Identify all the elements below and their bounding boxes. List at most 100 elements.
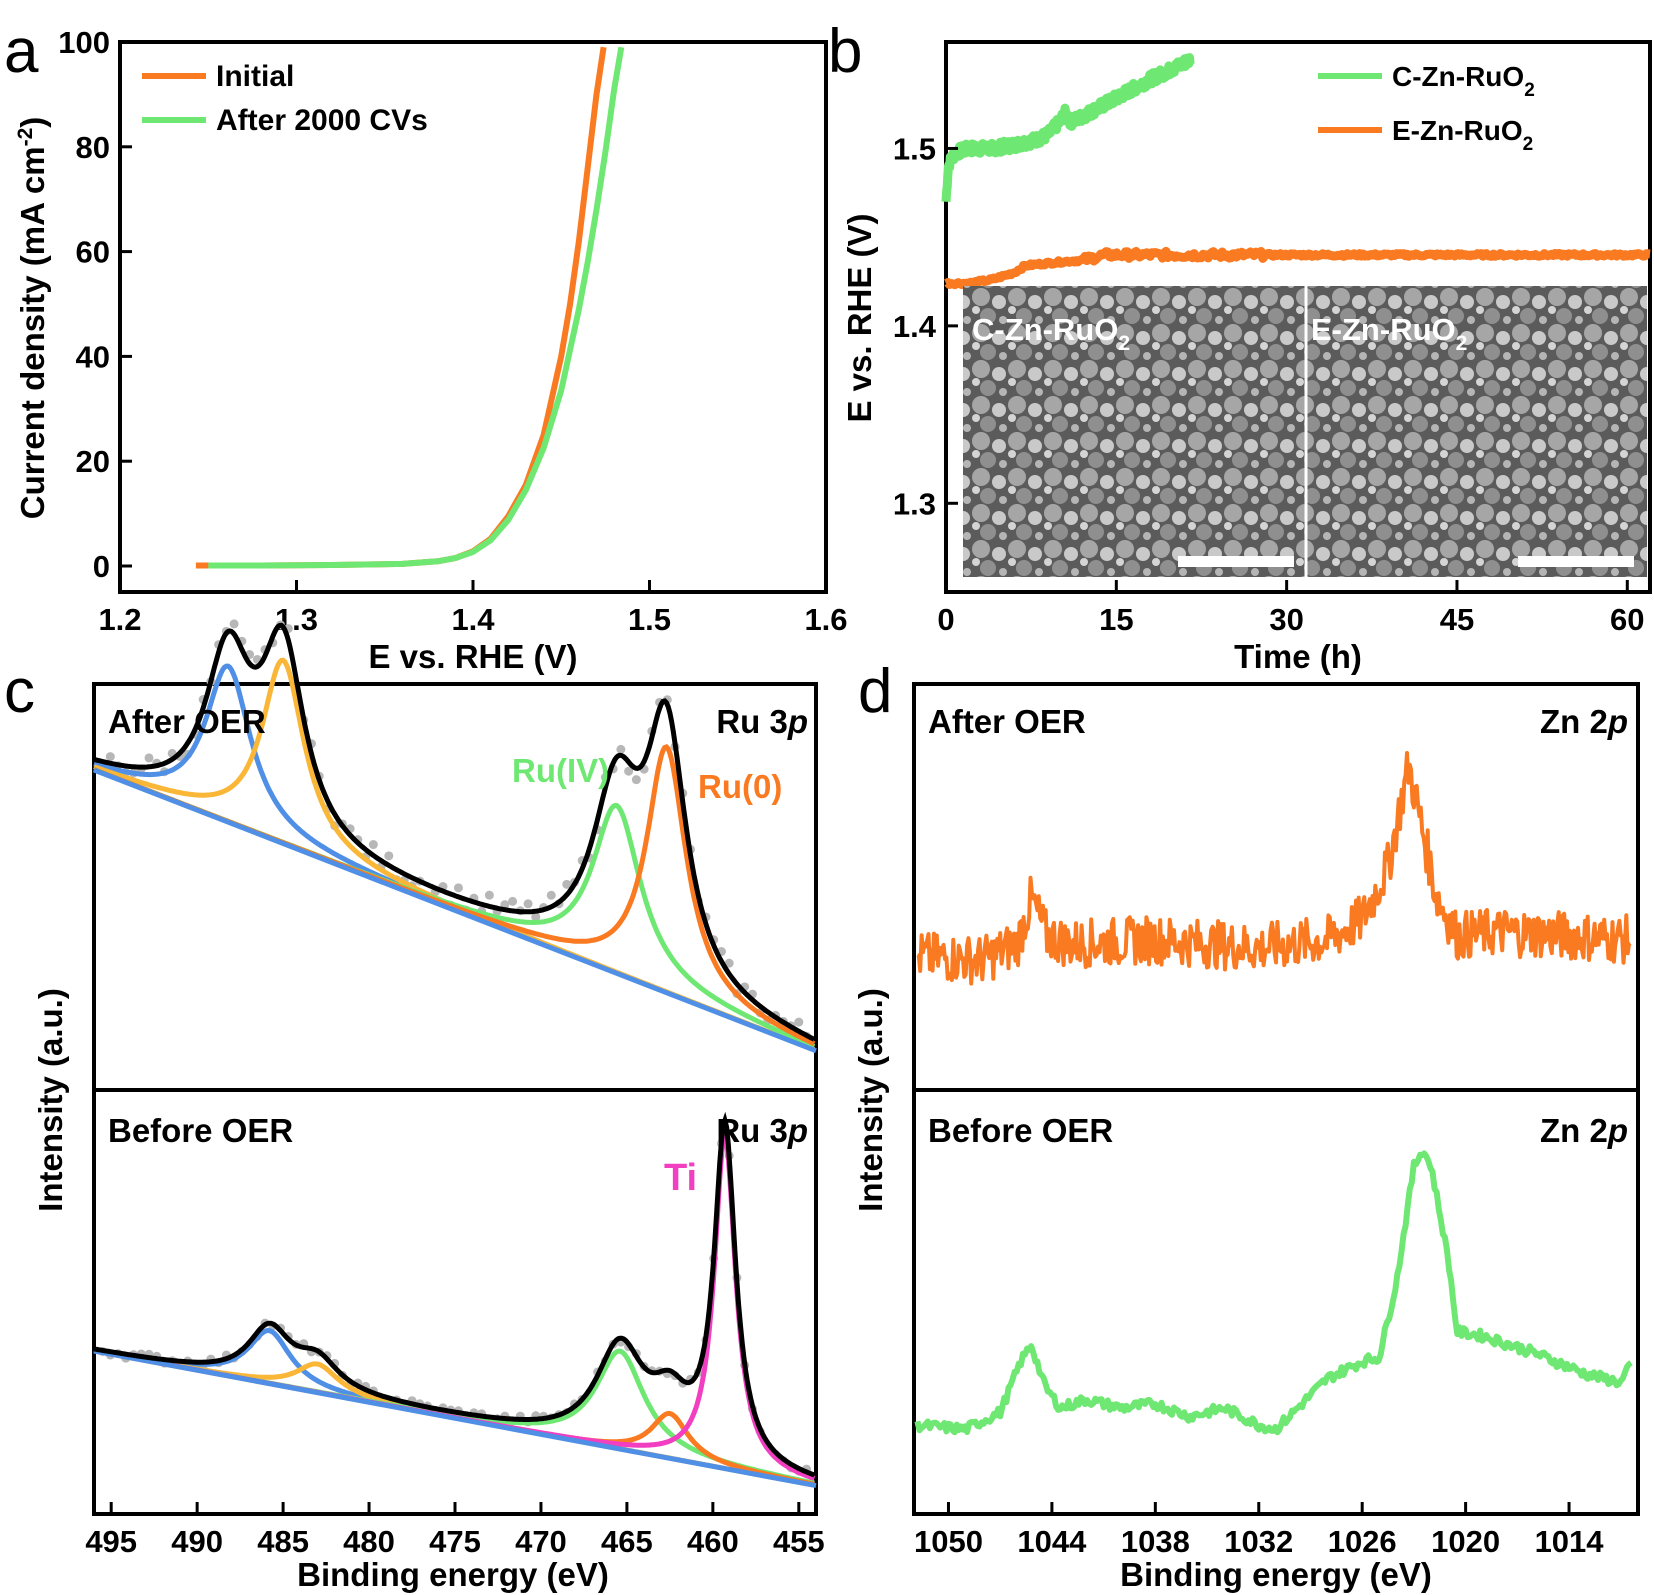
panel-a-ylabel: Current density (mA cm-2) [14, 117, 51, 520]
raw-data-point [794, 1017, 804, 1027]
panel-a-xtick-label: 1.5 [628, 602, 671, 637]
fit-component-ti-2s [93, 1124, 816, 1481]
series-e-zn-ruo2-line [943, 246, 1653, 290]
panel-d-xtick-label: 1044 [1017, 1524, 1087, 1559]
panel-c-before-raw-points [98, 1139, 812, 1476]
panel-c-after-oer-label: After OER [108, 703, 266, 740]
raw-data-point [144, 753, 154, 763]
panel-d: 1050 1044 1038 1032 1026 1020 1014 After OER Z… [852, 657, 1640, 1593]
panel-c-xtick-label: 455 [773, 1524, 825, 1559]
sem-inset: C-Zn-RuO2 E-Zn-RuO2 [963, 286, 1647, 577]
panel-a-xtick-label: 1.3 [275, 602, 318, 637]
panel-d-after-oer-spectrum [916, 751, 1632, 986]
panel-b-ylabel: E vs. RHE (V) [841, 213, 878, 422]
panel-d-xtick-label: 1026 [1328, 1524, 1397, 1559]
panel-d-series [914, 751, 1633, 1436]
panel-b-xlabel: Time (h) [1234, 638, 1362, 675]
panel-c-after-envelope [93, 622, 816, 1042]
panel-c-xtick-label: 470 [515, 1524, 567, 1559]
panel-c-before-oer-label: Before OER [108, 1112, 293, 1149]
panel-b-xtick-label: 45 [1440, 602, 1474, 637]
panel-b-xtick-label: 0 [937, 602, 954, 637]
series-after-2000-cvs-line [208, 46, 625, 569]
panel-a-ylabel-main: Current density (mA cm [14, 146, 51, 519]
raw-data-point [624, 766, 634, 776]
panel-c-letter: c [4, 657, 35, 726]
panel-d-frame [912, 682, 1640, 1516]
legend-initial-label: Initial [216, 60, 294, 93]
panel-c-xtick-label: 465 [601, 1524, 653, 1559]
panel-c-after-region: Ru 3p [716, 703, 808, 740]
annotation-ru-0: Ru(0) [698, 768, 782, 805]
panel-b-series [941, 53, 1653, 290]
panel-d-after-region: Zn 2p [1540, 703, 1628, 740]
series-c-zn-ruo2-line [941, 53, 1195, 203]
panel-b: C-Zn-RuO2 E-Zn-RuO2 0 15 30 45 60 1.3 1.4 1.5 C… [828, 17, 1653, 675]
panel-a-ylabel-end: ) [14, 117, 51, 128]
legend-after-cvs-label: After 2000 CVs [216, 104, 428, 137]
panel-d-ylabel: Intensity (a.u.) [852, 988, 889, 1212]
panel-d-xtick-label: 1032 [1224, 1524, 1293, 1559]
panel-d-xtick-label: 1014 [1535, 1524, 1605, 1559]
panel-a-ylabel-sup: -2 [14, 128, 37, 147]
panel-d-after-oer-label: After OER [928, 703, 1086, 740]
sem-image-e-zn-ruo2 [1307, 286, 1647, 577]
panel-c-ticks: 495 490 485 480 475 470 465 460 455 [85, 1502, 825, 1559]
panel-c-series [93, 619, 817, 1489]
raw-data-point [523, 899, 533, 909]
panel-a-ytick-label: 80 [76, 130, 110, 165]
panel-c-frame [92, 682, 818, 1516]
raw-data-point [105, 752, 115, 762]
inset-label-c-zn-ruo2: C-Zn-RuO2 [972, 312, 1130, 355]
raw-data-point [616, 744, 626, 754]
panel-d-xtick-label: 1020 [1431, 1524, 1500, 1559]
panel-d-xtick-label: 1038 [1121, 1524, 1190, 1559]
panel-d-xlabel: Binding energy (eV) [1120, 1556, 1432, 1593]
panel-a-ticks: 1.2 1.3 1.4 1.5 1.6 0 20 40 60 80 100 [58, 25, 847, 637]
sem-image-c-zn-ruo2 [963, 286, 1305, 577]
panel-c-xtick-label: 490 [171, 1524, 223, 1559]
raw-data-point [229, 619, 239, 629]
raw-data-point [368, 840, 378, 850]
legend-c-zn-ruo2-label: C-Zn-RuO2 [1392, 61, 1535, 101]
panel-a-ytick-label: 100 [58, 25, 110, 60]
panel-a-ytick-label: 60 [76, 235, 110, 270]
panel-a-ytick-label: 40 [76, 339, 110, 374]
panel-c-xlabel: Binding energy (eV) [297, 1556, 609, 1593]
panel-b-xtick-label: 30 [1269, 602, 1303, 637]
panel-b-xtick-label: 60 [1610, 602, 1644, 637]
panel-c-xtick-label: 475 [429, 1524, 481, 1559]
raw-data-point [508, 896, 518, 906]
panel-b-frame [944, 40, 1652, 594]
panel-c-ylabel: Intensity (a.u.) [32, 988, 69, 1212]
raw-data-point [453, 883, 463, 893]
panel-b-ytick-label: 1.3 [893, 486, 936, 521]
panel-b-ticks: 0 15 30 45 60 1.3 1.4 1.5 [893, 131, 1645, 637]
scale-bar-left [1178, 556, 1294, 567]
panel-d-before-oer-label: Before OER [928, 1112, 1113, 1149]
panel-c: 495 490 485 480 475 470 465 460 455 After OER Ru… [4, 619, 825, 1593]
panel-c-xtick-label: 480 [343, 1524, 395, 1559]
panel-b-ytick-label: 1.5 [893, 131, 936, 166]
panel-d-before-oer-spectrum [914, 1150, 1633, 1436]
panel-c-after-background [93, 767, 817, 1054]
panel-d-xtick-label: 1050 [914, 1524, 983, 1559]
panel-c-before-background [93, 1348, 817, 1489]
panel-d-before-region: Zn 2p [1540, 1112, 1628, 1149]
scale-bar-right [1518, 556, 1634, 567]
panel-d-letter: d [858, 657, 892, 726]
panel-a-series [195, 46, 625, 569]
annotation-ti: Ti [664, 1157, 697, 1199]
raw-data-point [484, 890, 494, 900]
panel-a-xlabel: E vs. RHE (V) [368, 638, 577, 675]
panel-c-xtick-label: 495 [85, 1524, 137, 1559]
raw-data-point [531, 912, 541, 922]
panel-c-before-region: Ru 3p [716, 1112, 808, 1149]
panel-a: 1.2 1.3 1.4 1.5 1.6 0 20 40 60 80 100 Initial Afte… [4, 17, 848, 675]
panel-a-ytick-label: 20 [76, 444, 110, 479]
panel-a-xtick-label: 1.4 [451, 602, 495, 637]
panel-b-ytick-label: 1.4 [893, 309, 937, 344]
panel-a-xtick-label: 1.2 [98, 602, 141, 637]
inset-label-e-zn-ruo2: E-Zn-RuO2 [1311, 312, 1467, 355]
